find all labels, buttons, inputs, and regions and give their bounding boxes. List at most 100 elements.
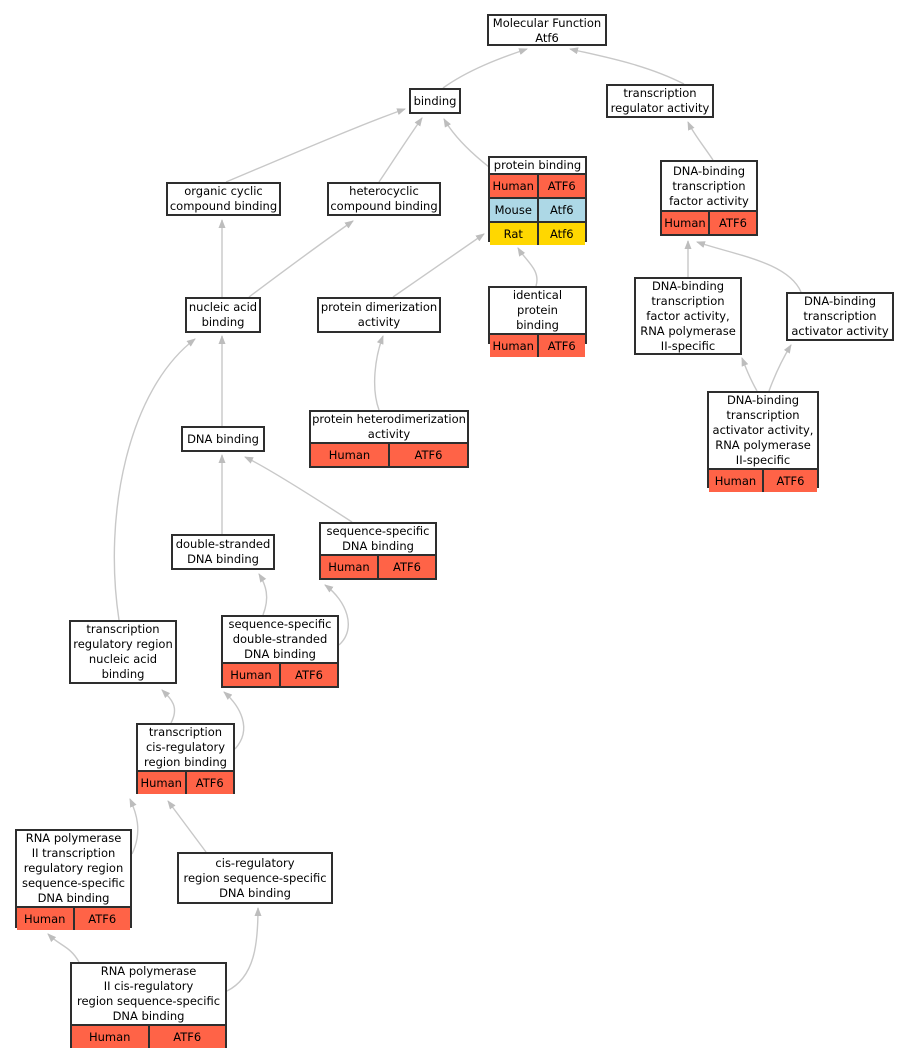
- edge-nab-to-hcb: [248, 220, 354, 298]
- node-label: nucleic acid binding: [188, 300, 258, 329]
- node-label: Molecular Function Atf6: [492, 16, 602, 45]
- node-label: heterocyclic compound binding: [330, 184, 438, 213]
- node-label: protein dimerization activity: [320, 300, 438, 329]
- node-dna-binding-transcription-activator-activity[interactable]: DNA-binding transcription activator acti…: [786, 292, 894, 341]
- species-cell[interactable]: Human: [492, 179, 534, 193]
- node-organic-cyclic-compound-binding[interactable]: organic cyclic compound binding: [166, 182, 281, 216]
- species-cell[interactable]: Human: [328, 560, 370, 574]
- node-label: protein binding: [493, 158, 582, 172]
- annotation-row-human: Human ATF6: [72, 1024, 225, 1048]
- node-label: DNA-binding transcription activator acti…: [791, 294, 889, 338]
- annotation-row-human: Human ATF6: [490, 173, 585, 197]
- node-transcription-cis-regulatory-region-binding[interactable]: transcription cis-regulatory region bind…: [136, 723, 235, 794]
- edge-phda-to-pda: [374, 335, 384, 411]
- edge-binding-to-mf: [442, 48, 528, 89]
- node-dna-binding-transcription-factor-activity[interactable]: DNA-binding transcription factor activit…: [660, 160, 758, 236]
- edge-dtaa2-to-dtaa: [768, 344, 792, 392]
- node-dna-binding[interactable]: DNA binding: [181, 426, 265, 452]
- node-dna-binding-transcription-factor-activity-rna-polymerase-ii-specific[interactable]: DNA-binding transcription factor activit…: [634, 277, 742, 355]
- edge-rp2crr-to-rp2trr: [47, 933, 80, 963]
- node-binding[interactable]: binding: [409, 88, 461, 114]
- node-protein-heterodimerization-activity[interactable]: protein heterodimerization activity Human…: [309, 410, 469, 468]
- annotation-row-human: Human ATF6: [321, 554, 435, 578]
- node-nucleic-acid-binding[interactable]: nucleic acid binding: [185, 297, 261, 333]
- gene-cell[interactable]: ATF6: [279, 664, 337, 686]
- edge-crrssdb-to-tcrrb: [167, 800, 207, 853]
- node-heterocyclic-compound-binding[interactable]: heterocyclic compound binding: [327, 182, 441, 216]
- species-cell[interactable]: Mouse: [494, 203, 532, 217]
- species-cell[interactable]: Human: [492, 339, 534, 353]
- gene-cell[interactable]: ATF6: [536, 335, 586, 357]
- annotation-row-human: Human ATF6: [223, 662, 337, 686]
- gene-cell[interactable]: ATF6: [184, 772, 234, 794]
- node-sequence-specific-dna-binding[interactable]: sequence-specific DNA binding Human ATF6: [319, 522, 437, 580]
- gene-cell[interactable]: ATF6: [536, 175, 586, 197]
- annotation-row-rat: Rat Atf6: [490, 221, 585, 245]
- node-label: binding: [413, 93, 457, 108]
- node-rna-polymerase-ii-transcription-regulatory-region-sequence-specific-dna-binding[interactable]: RNA polymerase II transcription regulato…: [15, 829, 132, 930]
- edge-rp2crr-to-crrssdb: [226, 907, 262, 992]
- node-rna-polymerase-ii-cis-regulatory-region-sequence-specific-dna-binding[interactable]: RNA polymerase II cis-regulatory region …: [70, 962, 227, 1048]
- node-label: organic cyclic compound binding: [169, 184, 278, 213]
- gene-cell[interactable]: ATF6: [762, 470, 817, 492]
- edge-dtaa2-to-dtfa2: [741, 357, 758, 392]
- gene-cell[interactable]: ATF6: [388, 444, 467, 466]
- node-transcription-regulator-activity[interactable]: transcription regulator activity: [606, 84, 714, 118]
- species-cell[interactable]: Human: [714, 474, 757, 488]
- edge-tra-to-mf: [569, 47, 685, 85]
- gene-cell[interactable]: ATF6: [147, 1026, 226, 1048]
- species-cell[interactable]: Human: [664, 216, 706, 230]
- node-cis-regulatory-region-sequence-specific-dna-binding[interactable]: cis-regulatory region sequence-specific …: [177, 852, 333, 904]
- species-cell[interactable]: Human: [140, 776, 182, 790]
- node-protein-dimerization-activity[interactable]: protein dimerization activity: [317, 297, 441, 333]
- node-label: RNA polymerase II transcription regulato…: [21, 831, 126, 905]
- gene-cell[interactable]: ATF6: [72, 908, 131, 930]
- annotation-row-human: Human ATF6: [17, 906, 130, 930]
- node-label: cis-regulatory region sequence-specific …: [183, 855, 327, 900]
- node-label: transcription regulatory region nucleic …: [73, 622, 173, 681]
- node-dna-binding-transcription-activator-activity-rna-polymerase-ii-specific[interactable]: DNA-binding transcription activator acti…: [707, 391, 819, 492]
- species-cell[interactable]: Human: [328, 448, 371, 462]
- node-label: RNA polymerase II cis-regulatory region …: [76, 964, 221, 1023]
- node-molecular-function-atf6[interactable]: Molecular Function Atf6: [487, 14, 607, 46]
- node-transcription-regulatory-region-nucleic-acid-binding[interactable]: transcription regulatory region nucleic …: [69, 620, 177, 684]
- gene-cell[interactable]: ATF6: [708, 212, 756, 234]
- node-label: protein heterodimerization activity: [312, 412, 466, 441]
- edge-ssdsdb-to-ssdb: [324, 584, 349, 646]
- node-sequence-specific-double-stranded-dna-binding[interactable]: sequence-specific double-stranded DNA bi…: [221, 615, 339, 688]
- edge-occb-to-binding: [225, 108, 406, 183]
- annotation-row-human: Human ATF6: [311, 442, 467, 466]
- node-protein-binding[interactable]: protein binding Human ATF6 Mouse Atf6 Rat Atf6: [488, 156, 587, 245]
- node-identical-protein-binding[interactable]: identical protein binding Human ATF6: [488, 286, 587, 357]
- species-cell[interactable]: Human: [24, 912, 66, 926]
- node-label: identical protein binding: [512, 288, 563, 332]
- node-double-stranded-dna-binding[interactable]: double-stranded DNA binding: [171, 534, 275, 570]
- edge-pda-to-pb: [392, 233, 485, 298]
- edge-tcrrb-to-ssdsdb: [223, 691, 245, 750]
- gene-cell[interactable]: Atf6: [536, 199, 586, 221]
- edge-tcrrb-to-trrnab: [161, 689, 176, 724]
- species-cell[interactable]: Rat: [503, 227, 523, 241]
- annotation-row-human: Human ATF6: [138, 770, 233, 794]
- edge-hcb-to-binding: [378, 117, 423, 183]
- node-label: transcription regulator activity: [610, 86, 710, 115]
- gene-cell[interactable]: Atf6: [536, 223, 586, 245]
- node-label: DNA binding: [187, 431, 259, 446]
- annotation-row-human: Human ATF6: [490, 333, 585, 357]
- edge-ssdb-to-dnab: [244, 456, 353, 523]
- gene-cell[interactable]: ATF6: [377, 556, 435, 578]
- edge-rp2trr-to-tcrrb: [129, 798, 139, 855]
- annotation-row-human: Human ATF6: [662, 210, 756, 234]
- species-cell[interactable]: Human: [89, 1030, 131, 1044]
- node-label: DNA-binding transcription factor activit…: [640, 279, 736, 353]
- node-label: DNA-binding transcription factor activit…: [669, 163, 749, 208]
- node-label: sequence-specific double-stranded DNA bi…: [228, 617, 332, 661]
- species-cell[interactable]: Human: [230, 668, 272, 682]
- node-label: transcription cis-regulatory region bind…: [144, 725, 227, 769]
- node-label: DNA-binding transcription activator acti…: [712, 393, 814, 467]
- node-label: sequence-specific DNA binding: [326, 524, 430, 553]
- edge-ssdsdb-to-dsdb: [258, 573, 268, 616]
- node-label: double-stranded DNA binding: [175, 537, 271, 566]
